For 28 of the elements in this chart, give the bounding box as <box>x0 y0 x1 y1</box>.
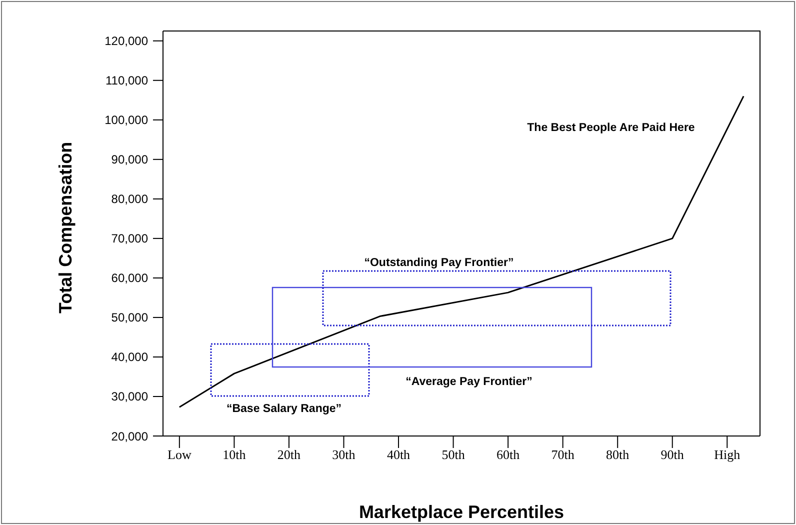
x-tick-label: 40th <box>386 447 411 462</box>
x-axis-title: Marketplace Percentiles <box>358 502 564 522</box>
y-tick-label: 50,000 <box>111 310 148 325</box>
x-tick-label: Low <box>168 447 192 462</box>
x-tick-label: 20th <box>277 447 302 462</box>
y-tick-label: 20,000 <box>111 429 148 444</box>
x-tick-label: 80th <box>606 447 630 462</box>
y-tick-label: 80,000 <box>111 192 148 206</box>
x-tick-label: 10th <box>222 447 246 462</box>
x-tick-label: High <box>714 447 741 462</box>
y-tick-label: 30,000 <box>111 390 148 404</box>
annotation: “Outstanding Pay Frontier” <box>364 257 514 269</box>
x-tick-label: 90th <box>660 447 684 462</box>
x-tick-label: 70th <box>551 447 575 462</box>
y-tick-label: 110,000 <box>106 74 148 88</box>
annotation: “Average Pay Frontier” <box>406 376 532 388</box>
y-tick-label: 70,000 <box>111 232 148 246</box>
y-axis-title: Total Compensation <box>55 142 76 314</box>
annotation: “Base Salary Range” <box>226 403 342 415</box>
x-tick-label: 60th <box>496 447 520 462</box>
x-tick-label: 50th <box>442 447 466 462</box>
y-tick-label: 90,000 <box>111 152 148 167</box>
x-tick-label: 30th <box>332 447 356 462</box>
y-tick-label: 100,000 <box>104 113 148 128</box>
y-tick-label: 40,000 <box>111 350 148 364</box>
y-tick-label: 60,000 <box>111 271 148 286</box>
y-tick-label: 120,000 <box>104 34 148 48</box>
annotation: The Best People Are Paid Here <box>527 122 695 134</box>
